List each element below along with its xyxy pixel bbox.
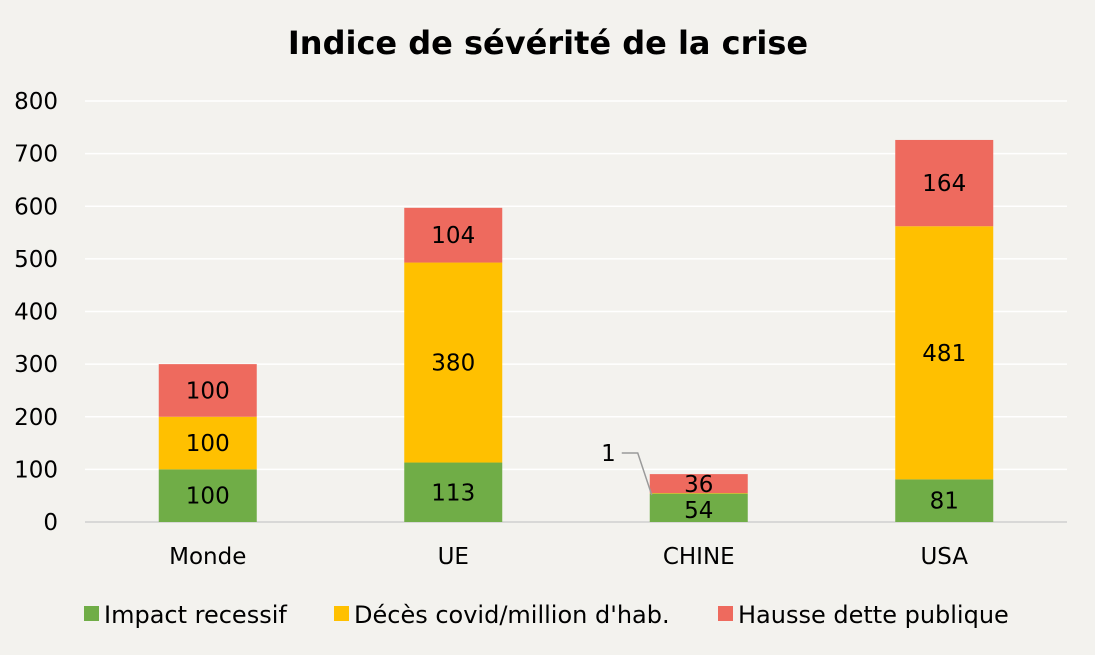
data-label: 54 — [684, 498, 713, 524]
y-tick-label: 200 — [14, 405, 58, 431]
data-labels: 100 100 100 113 380 104 54 1 36 81 481 164 — [186, 171, 966, 524]
y-tick-label: 700 — [14, 142, 58, 168]
y-tick-label: 500 — [14, 247, 58, 273]
data-label: 81 — [930, 489, 959, 515]
bar-segment — [895, 226, 994, 480]
data-label: 481 — [922, 341, 966, 367]
leader-line — [621, 452, 653, 496]
y-tick-label: 100 — [14, 457, 58, 483]
data-label: 113 — [431, 480, 475, 506]
x-tick-label: CHINE — [663, 544, 735, 570]
bar-segment — [158, 416, 257, 470]
x-tick-label: USA — [920, 544, 968, 570]
bar-segment — [649, 493, 748, 494]
y-tick-label: 600 — [14, 194, 58, 220]
legend-label: Hausse dette publique — [738, 601, 1009, 629]
bar-segment — [404, 207, 503, 263]
data-label: 100 — [186, 378, 230, 404]
x-axis: Monde UE CHINE USA — [169, 544, 968, 570]
data-label: 164 — [922, 171, 966, 197]
bars — [158, 139, 994, 522]
bar-segment — [404, 462, 503, 522]
y-tick-label: 300 — [14, 352, 58, 378]
x-tick-label: UE — [438, 544, 469, 570]
bar-segment — [404, 262, 503, 463]
legend-label: Décès covid/million d'hab. — [354, 601, 670, 629]
data-label: 100 — [186, 484, 230, 510]
data-label: 380 — [431, 351, 475, 377]
data-label: 1 — [601, 441, 616, 467]
y-axis: 0 100 200 300 400 500 600 700 800 — [14, 89, 58, 536]
bar-segment — [895, 479, 994, 522]
chart-title: Indice de sévérité de la crise — [288, 24, 808, 62]
y-tick-label: 0 — [43, 510, 58, 536]
legend: Impact recessif Décès covid/million d'hab… — [84, 601, 1009, 629]
y-tick-label: 800 — [14, 89, 58, 115]
data-label: 104 — [431, 223, 475, 249]
legend-label: Impact recessif — [104, 601, 287, 629]
x-tick-label: Monde — [169, 544, 246, 570]
bar-segment — [895, 139, 994, 227]
legend-swatch — [84, 606, 99, 621]
data-label: 100 — [186, 431, 230, 457]
legend-swatch — [334, 606, 349, 621]
legend-swatch — [718, 606, 733, 621]
data-label: 36 — [684, 472, 713, 498]
bar-segment — [158, 364, 257, 417]
bar-segment — [158, 469, 257, 522]
y-tick-label: 400 — [14, 300, 58, 326]
bar-segment — [649, 474, 748, 494]
bar-segment — [649, 493, 748, 522]
